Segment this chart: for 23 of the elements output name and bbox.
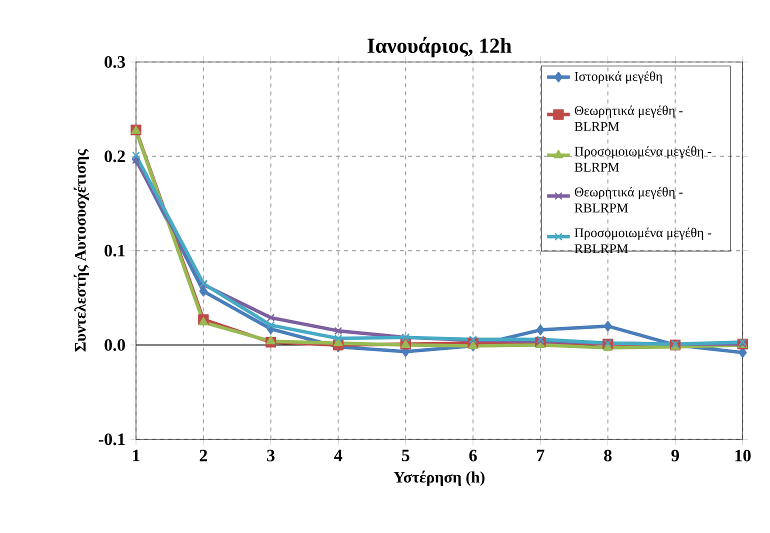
legend-label: Θεωρητικά μεγέθη - RBLRPM bbox=[574, 186, 683, 212]
y-tick-label: 0.0 bbox=[104, 338, 125, 351]
y-tick-label: 0.2 bbox=[104, 150, 125, 162]
x-tick-label: 4 bbox=[334, 450, 342, 461]
x-tick-label: 7 bbox=[537, 450, 544, 461]
x-tick-label: 8 bbox=[604, 450, 612, 462]
x-tick-label: 2 bbox=[200, 450, 208, 462]
legend-label: Θεωρητικά μεγέθη - BLRPM bbox=[574, 105, 683, 131]
x-tick-label: 10 bbox=[735, 450, 751, 462]
chart-title: Ιανουάριος, 12h bbox=[368, 36, 512, 58]
x-axis-title: Υστέρηση (h) bbox=[394, 470, 484, 486]
x-tick-label: 9 bbox=[671, 450, 679, 462]
y-tick-label: 0.1 bbox=[104, 244, 125, 256]
legend-label: Προσομοιωμένα μεγέθη - RBLRPM bbox=[574, 227, 712, 253]
x-tick-label: 3 bbox=[267, 450, 275, 462]
x-tick-label: 6 bbox=[469, 450, 477, 462]
legend-label: Ιστορικά μεγέθη bbox=[574, 71, 662, 84]
legend-label: Προσομοιωμένα μεγέθη - BLRPM bbox=[574, 146, 712, 172]
y-tick-label: 0.3 bbox=[104, 56, 126, 68]
y-tick-label: -0.1 bbox=[98, 433, 125, 446]
x-tick-label: 5 bbox=[402, 450, 410, 462]
x-tick-label: 1 bbox=[133, 450, 140, 462]
y-axis-title: Συντελεστής Αυτοσυσχέτισης bbox=[74, 148, 90, 352]
